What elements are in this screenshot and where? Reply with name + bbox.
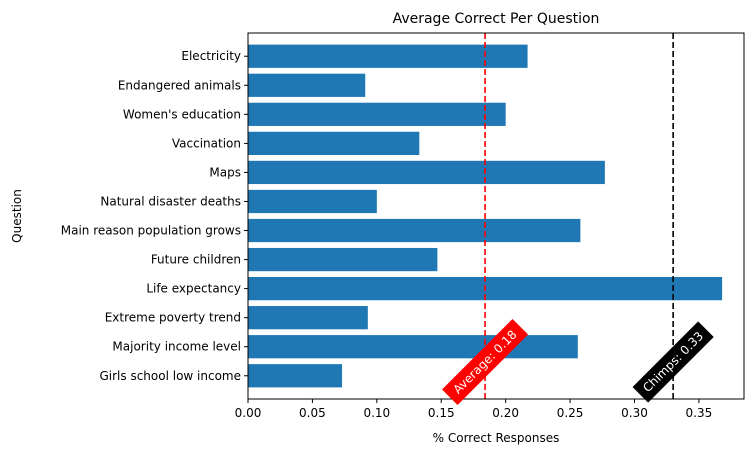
y-tick-label: Future children: [151, 253, 241, 267]
x-axis-ticks: 0.00 0.05 0.10 0.15 0.20 0.25 0.30 0.35: [235, 399, 713, 420]
x-tick-label: 0.30: [621, 406, 648, 420]
x-axis-title: % Correct Responses: [433, 431, 560, 445]
y-tick-label: Natural disaster deaths: [100, 194, 241, 208]
bar-extreme-poverty-trend: [248, 306, 368, 330]
bar-vaccination: [248, 131, 420, 155]
bar-main-reason-population-grows: [248, 218, 581, 243]
annotation-box: [632, 321, 714, 403]
y-axis-title: Question: [10, 189, 24, 243]
chart-title: Average Correct Per Question: [393, 11, 600, 27]
axes-group: [247, 32, 745, 400]
x-tick-label: 0.20: [492, 406, 519, 420]
y-tick-label: Endangered animals: [118, 78, 241, 92]
bar-natural-disaster-deaths: [248, 189, 377, 214]
bar-women-s-education: [248, 102, 506, 126]
y-axis-ticks: Electricity Endangered animals Women's edu…: [61, 49, 248, 383]
y-tick-label: Girls school low income: [99, 369, 241, 383]
x-tick-label: 0.35: [686, 406, 713, 420]
y-tick-label: Life expectancy: [146, 282, 241, 296]
bar-maps: [248, 160, 605, 185]
bar-endangered-animals: [248, 73, 366, 97]
y-tick-label: Women's education: [123, 107, 241, 121]
bar-electricity: [248, 44, 528, 68]
plot-frame: [247, 32, 745, 400]
x-tick-label: 0.05: [299, 406, 326, 420]
y-tick-label: Vaccination: [172, 136, 241, 150]
x-tick-label: 0.15: [428, 406, 455, 420]
y-tick-label: Main reason population grows: [61, 224, 241, 238]
annotation-box: [442, 318, 529, 406]
bar-future-children: [248, 247, 438, 272]
y-tick-label: Extreme poverty trend: [105, 311, 241, 325]
y-tick-label: Maps: [209, 165, 241, 179]
y-tick-label: Majority income level: [112, 340, 241, 354]
bar-girls-school-low-income: [248, 364, 343, 388]
reference-lines-group: [484, 33, 674, 399]
x-tick-label: 0.00: [235, 406, 262, 420]
bar-majority-income-level: [248, 335, 578, 359]
x-tick-label: 0.25: [557, 406, 584, 420]
y-tick-label: Electricity: [181, 49, 241, 63]
x-tick-label: 0.10: [363, 406, 390, 420]
